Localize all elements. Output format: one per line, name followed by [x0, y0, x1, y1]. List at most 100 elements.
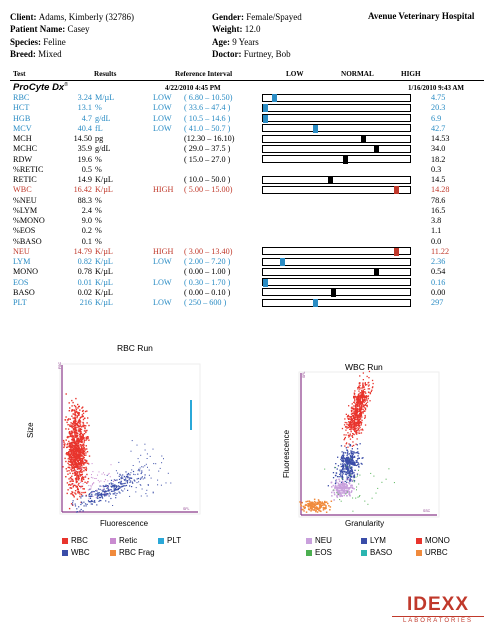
scatter-point: [342, 468, 344, 470]
scatter-point: [362, 384, 364, 386]
scatter-point: [345, 413, 347, 415]
scatter-point: [133, 479, 135, 481]
scatter-point: [355, 422, 357, 424]
scatter-point: [345, 478, 348, 481]
scatter-point: [317, 502, 320, 504]
scatter-point: [357, 416, 359, 418]
scatter-point: [359, 432, 361, 434]
scatter-point: [368, 370, 371, 373]
scatter-point: [120, 481, 122, 483]
scatter-point: [81, 480, 83, 482]
result-row-mcv: MCV 40.4 fL LOW( 41.0 – 50.7 ) 42.7: [0, 123, 495, 134]
scatter-point: [93, 500, 95, 502]
scatter-point: [87, 436, 89, 438]
scatter-point: [155, 463, 157, 465]
scatter-point: [362, 395, 364, 397]
scatter-point: [81, 495, 83, 497]
scatter-point: [339, 499, 341, 501]
scatter-point: [71, 461, 74, 464]
scatter-point: [344, 465, 346, 467]
scatter-point: [359, 399, 361, 401]
test-unit: K/µL: [95, 298, 113, 307]
previous-value: 34.0: [431, 144, 446, 154]
scatter-point: [72, 463, 74, 465]
scatter-point: [349, 459, 351, 461]
scatter-point: [348, 491, 350, 493]
scatter-point: [73, 439, 75, 441]
scatter-point: [88, 495, 90, 498]
rbc-legend: RBC Retic PLT WBC RBC Frag: [62, 536, 212, 560]
scatter-point: [90, 488, 92, 490]
scatter-point: [68, 432, 70, 434]
scatter-point: [354, 402, 356, 404]
scatter-point: [354, 427, 356, 429]
scatter-point: [78, 430, 80, 433]
scatter-point: [81, 414, 83, 416]
scatter-point: [77, 438, 79, 440]
scatter-point: [352, 453, 354, 456]
scatter-point: [78, 482, 80, 485]
scatter-point: [320, 505, 322, 508]
scatter-point: [355, 411, 357, 413]
scatter-point: [110, 464, 112, 466]
scatter-point: [74, 474, 76, 476]
scatter-point: [130, 472, 132, 474]
test-value: 216: [79, 298, 92, 307]
scatter-point: [357, 410, 359, 412]
scatter-point: [80, 469, 82, 472]
scatter-point: [117, 487, 119, 489]
scatter-point: [337, 465, 340, 467]
scatter-point: [331, 486, 333, 488]
scatter-point: [88, 463, 90, 465]
scatter-point: [112, 483, 114, 485]
scatter-point: [70, 480, 72, 482]
scatter-point: [72, 442, 74, 444]
scatter-point: [360, 414, 363, 417]
scatter-point: [336, 495, 338, 497]
patient-name-value: Casey: [67, 24, 90, 35]
scatter-point: [69, 444, 71, 446]
reference-interval: ( 0.30 – 1.70 ): [184, 277, 231, 287]
scatter-point: [167, 472, 169, 474]
scatter-point: [71, 409, 73, 411]
scatter-point: [76, 488, 79, 491]
scatter-point: [104, 474, 106, 476]
scatter-point: [75, 408, 78, 411]
scatter-point: [358, 405, 360, 407]
scatter-point: [350, 428, 352, 430]
scatter-point: [110, 485, 112, 487]
scatter-point: [357, 424, 359, 427]
scatter-point: [73, 447, 75, 450]
range-marker: [373, 145, 379, 154]
scatter-point: [71, 462, 73, 464]
scatter-point: [331, 495, 333, 497]
scatter-point: [124, 485, 126, 487]
scatter-point: [73, 455, 75, 457]
scatter-point: [348, 492, 351, 494]
scatter-point: [346, 442, 348, 444]
scatter-point: [79, 450, 81, 453]
scatter-point: [364, 382, 366, 385]
scatter-point: [105, 495, 107, 497]
previous-value: 0.54: [431, 267, 446, 277]
scatter-point: [107, 480, 109, 482]
scatter-point: [304, 507, 306, 510]
scatter-point: [92, 490, 94, 493]
scatter-point: [65, 476, 67, 478]
scatter-point: [350, 459, 352, 461]
scatter-point: [101, 473, 103, 475]
scatter-point: [72, 459, 74, 461]
scatter-point: [345, 467, 348, 469]
scatter-point: [71, 430, 73, 432]
scatter-point: [88, 485, 90, 487]
test-value: 0.78: [77, 267, 92, 277]
scatter-point: [73, 424, 76, 426]
scatter-point: [353, 462, 356, 464]
scatter-point: [356, 397, 358, 399]
scatter-point: [340, 463, 342, 465]
scatter-point: [71, 444, 73, 446]
scatter-point: [69, 480, 71, 483]
scatter-point: [348, 457, 350, 459]
scatter-point: [358, 390, 360, 392]
scatter-point: [82, 412, 85, 415]
